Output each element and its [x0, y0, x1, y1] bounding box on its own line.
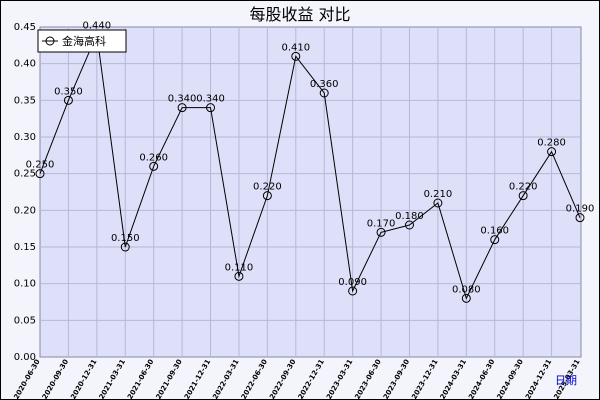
y-tick-label: 0.25 [14, 169, 36, 180]
data-label: 0.250 [26, 160, 55, 171]
data-point [234, 271, 244, 281]
x-tick-label: 2023-12-31 [410, 358, 439, 400]
data-label: 0.180 [395, 211, 424, 222]
x-tick-label: 2020-12-31 [69, 358, 98, 400]
data-point [149, 161, 159, 171]
data-point [177, 103, 187, 113]
x-tick-label: 2022-12-31 [297, 358, 326, 400]
x-tick-label: 2023-03-31 [325, 358, 354, 400]
x-tick-label: 2024-09-30 [496, 358, 525, 400]
x-axis-ticks: 2020-06-30 2020-09-30 2020-12-31 2021-03-31… [12, 358, 581, 400]
data-point [404, 220, 414, 230]
data-point [35, 169, 45, 179]
y-tick-label: 0.20 [14, 205, 36, 216]
data-point [518, 191, 528, 201]
grid-lines [40, 27, 581, 357]
data-point [433, 198, 443, 208]
data-label: 0.280 [537, 138, 566, 149]
x-tick-label: 2021-03-31 [98, 358, 127, 400]
legend-marker [45, 36, 55, 46]
y-tick-label: 0.15 [14, 242, 36, 253]
data-label: 0.160 [480, 226, 509, 237]
x-tick-label: 2022-06-30 [240, 358, 269, 400]
x-tick-label: 2020-06-30 [12, 358, 41, 400]
data-point [348, 286, 358, 296]
legend: 金海高科 [37, 29, 127, 53]
legend-box [37, 29, 127, 53]
data-label: 0.410 [281, 42, 310, 53]
x-tick-label: 2022-09-30 [268, 358, 297, 400]
data-label: 0.170 [367, 218, 396, 229]
data-point [63, 95, 73, 105]
x-tick-label: 2024-12-31 [524, 358, 553, 400]
x-tick-label: 2023-09-30 [382, 358, 411, 400]
data-label: 0.210 [424, 189, 453, 200]
x-tick-label: 2020-09-30 [41, 358, 70, 400]
data-point [206, 103, 216, 113]
data-point [547, 147, 557, 157]
data-label: 0.360 [310, 79, 339, 90]
data-label: 0.440 [83, 20, 112, 31]
x-tick-label: 2024-03-31 [439, 358, 468, 400]
data-point [461, 293, 471, 303]
x-tick-label: 2023-06-30 [353, 358, 382, 400]
data-label: 0.150 [111, 233, 140, 244]
data-point [376, 227, 386, 237]
series-line [39, 32, 581, 300]
data-label: 0.190 [566, 204, 595, 215]
data-point [490, 235, 500, 245]
chart-title: 每股收益 对比 [249, 5, 350, 24]
data-label: 0.080 [452, 284, 481, 295]
data-point [319, 88, 329, 98]
data-label: 0.340 [168, 94, 197, 105]
y-tick-label: 0.10 [14, 279, 36, 290]
y-tick-label: 0.40 [14, 59, 36, 70]
y-axis-ticks: 0.00 0.05 0.10 0.15 0.20 0.25 0.30 0.35 0.40 0.45 [14, 22, 36, 363]
x-tick-label: 2024-06-30 [467, 358, 496, 400]
data-point [291, 51, 301, 61]
plot-area [39, 26, 582, 358]
data-label: 0.090 [338, 277, 367, 288]
data-label: 0.350 [54, 86, 83, 97]
x-tick-label: 2021-12-31 [183, 358, 212, 400]
data-point [120, 242, 130, 252]
legend-entry: 金海高科 [62, 34, 106, 48]
y-tick-label: 0.45 [14, 22, 36, 33]
x-tick-label: 2021-06-30 [126, 358, 155, 400]
x-axis-label: 日期 [555, 374, 577, 387]
y-tick-label: 0.05 [14, 315, 36, 326]
y-tick-label: 0.30 [14, 132, 36, 143]
data-point [575, 213, 585, 223]
data-label: 0.340 [196, 94, 225, 105]
y-tick-label: 0.00 [14, 352, 36, 363]
data-label: 0.260 [139, 152, 168, 163]
data-label: 0.220 [253, 182, 282, 193]
x-tick-label: 2021-09-30 [155, 358, 184, 400]
data-label: 0.220 [509, 182, 538, 193]
data-label: 0.110 [225, 262, 254, 273]
data-labels: 0.250 0.350 0.440 0.150 0.260 0.340 0.340 0.110… [26, 20, 595, 295]
data-point [262, 191, 272, 201]
y-tick-label: 0.35 [14, 95, 36, 106]
x-tick-label: 2022-03-31 [211, 358, 240, 400]
